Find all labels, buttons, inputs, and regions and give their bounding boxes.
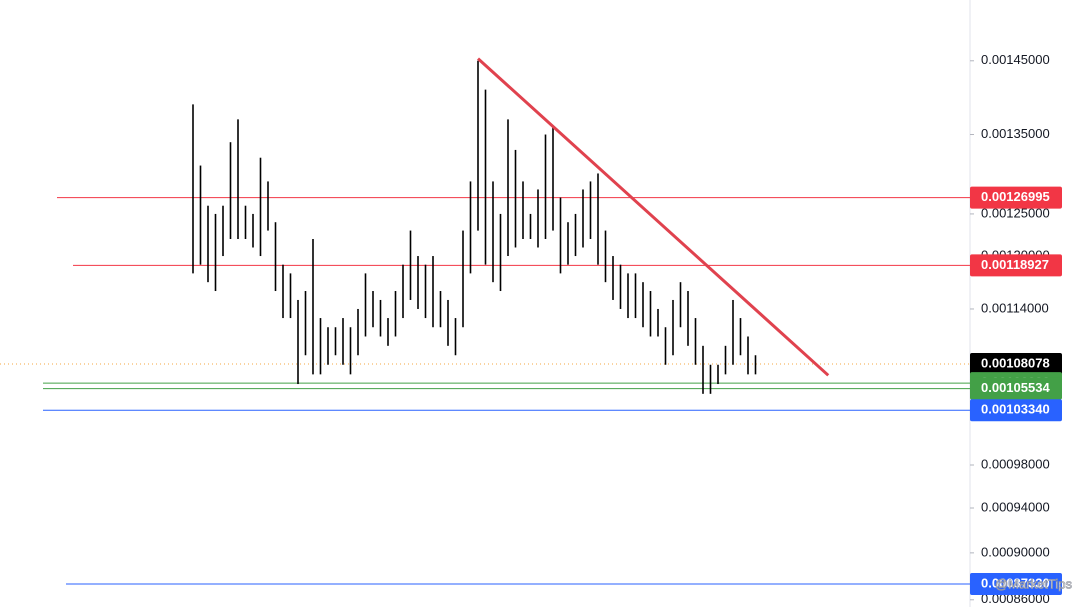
price-badge [970,399,1062,422]
price-badge [970,186,1062,209]
price-badge-label: 0.00105534 [981,380,1050,395]
y-tick-label: 0.00086000 [981,591,1050,606]
price-badge-label: 0.00103340 [981,402,1050,417]
y-tick-label: 0.00098000 [981,456,1050,471]
price-badge [970,572,1062,595]
watermark: @MarketTips [995,576,1073,591]
y-tick-label: 0.00125000 [981,205,1050,220]
y-tick-label: 0.00094000 [981,499,1050,514]
y-tick-label: 0.00090000 [981,544,1050,559]
price-badge [970,377,1062,400]
price-badge-label: 0.00118927 [981,257,1049,272]
y-tick-label: 0.00114000 [981,300,1049,315]
price-badge-label: 0.00087330 [981,575,1050,590]
trendline [476,57,830,377]
price-badge-label: 0.00108078 [981,355,1050,370]
y-tick-label: 0.00145000 [981,52,1050,67]
y-tick-label: 0.00135000 [981,126,1050,141]
price-badge [970,254,1062,277]
price-badge-label: 0.00126995 [981,189,1050,204]
